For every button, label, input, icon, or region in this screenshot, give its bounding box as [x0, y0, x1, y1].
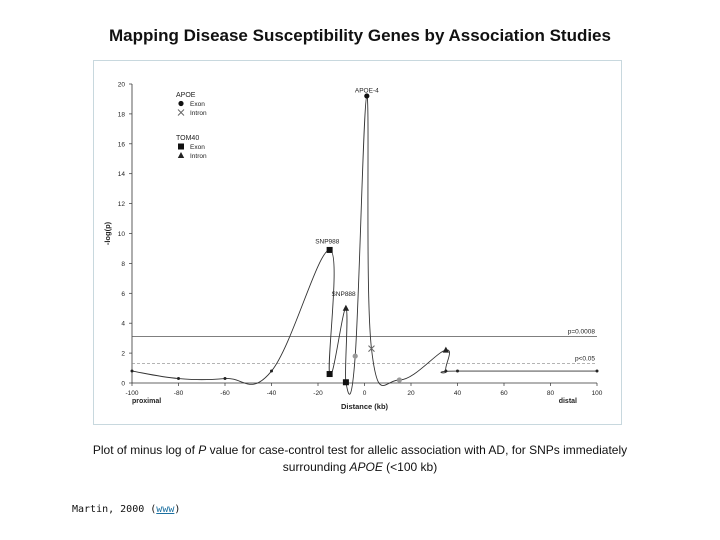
point-annotation: SNP988 — [315, 238, 340, 245]
x-tick-label: 40 — [454, 390, 462, 397]
caption-text-1: Plot of minus log of — [92, 443, 199, 457]
legend-item-label: Exon — [190, 101, 205, 108]
data-point — [326, 246, 333, 253]
credit-prefix: Martin, 2000 ( — [72, 504, 157, 515]
y-tick-label: 16 — [118, 141, 126, 148]
point-annotation: APOE-4 — [355, 87, 379, 94]
legend-group-title: APOE — [176, 92, 196, 99]
y-axis-title: -log(p) — [103, 221, 112, 245]
x-end-label-proximal: proximal — [132, 398, 161, 405]
y-tick-label: 18 — [118, 111, 126, 118]
caption-p: P — [198, 443, 207, 457]
data-point — [595, 369, 599, 373]
threshold-label: p=0.0008 — [568, 329, 596, 336]
legend-marker — [177, 152, 185, 158]
y-tick-label: 8 — [121, 261, 125, 268]
data-point — [364, 93, 370, 99]
x-tick-label: -60 — [220, 390, 230, 397]
legend-marker — [178, 143, 184, 150]
y-tick-label: 20 — [118, 82, 126, 89]
y-tick-label: 6 — [121, 291, 125, 298]
y-tick-label: 2 — [121, 351, 125, 358]
x-tick-label: 20 — [407, 390, 415, 397]
source-credit: Martin, 2000 (www) — [72, 504, 180, 515]
slide-title: Mapping Disease Susceptibility Genes by … — [109, 26, 611, 45]
caption-text-2: value for case-control test for allelic … — [206, 443, 628, 474]
caption-gene: APOE — [349, 460, 383, 474]
y-tick-label: 14 — [118, 171, 126, 178]
threshold-label: p<0.05 — [575, 356, 595, 363]
x-tick-label: 80 — [547, 390, 555, 397]
association-plot: 0 2 4 6 8 10 12 14 16 18 20 -100 -80 -60 -40 -20 0 20 40 60… — [103, 82, 603, 412]
data-point — [396, 377, 402, 383]
caption-text-3: (<100 kb) — [382, 460, 438, 474]
y-tick-label: 0 — [121, 381, 125, 388]
data-point — [342, 379, 349, 386]
legend-marker — [178, 100, 184, 107]
credit-link[interactable]: www — [156, 504, 175, 515]
data-point — [456, 369, 459, 373]
x-tick-label: -40 — [267, 390, 277, 397]
x-tick-label: -100 — [125, 390, 138, 397]
data-point — [130, 369, 134, 373]
data-point — [352, 353, 358, 359]
figure-caption: Plot of minus log of P value for case-co… — [60, 442, 660, 476]
data-point — [444, 369, 448, 373]
x-tick-label: 0 — [363, 390, 367, 397]
data-point — [368, 345, 375, 352]
credit-suffix: ) — [174, 504, 181, 515]
data-point — [326, 371, 333, 378]
x-axis-title: Distance (kb) — [341, 402, 389, 411]
data-point — [342, 304, 350, 311]
data-point — [442, 346, 450, 353]
legend-item-label: Intron — [190, 110, 207, 117]
x-end-label-distal: distal — [559, 398, 577, 405]
series-line — [131, 95, 597, 395]
x-tick-label: -80 — [174, 390, 184, 397]
legend-item-label: Exon — [190, 144, 205, 151]
data-point — [177, 377, 180, 381]
figure-frame: 0 2 4 6 8 10 12 14 16 18 20 -100 -80 -60 -40 -20 0 20 40 60… — [93, 60, 622, 425]
x-tick-label: -20 — [313, 390, 323, 397]
legend-marker — [177, 109, 185, 116]
x-tick-label: 100 — [592, 390, 603, 397]
y-tick-label: 12 — [118, 201, 126, 208]
y-tick-label: 4 — [121, 321, 125, 328]
legend-item-label: Intron — [190, 153, 207, 160]
data-point — [270, 369, 273, 373]
point-annotation: SNP888 — [331, 291, 356, 298]
y-tick-label: 10 — [118, 231, 126, 238]
x-tick-label: 60 — [500, 390, 508, 397]
data-point — [223, 377, 227, 381]
legend-group-title: TOM40 — [176, 135, 199, 142]
